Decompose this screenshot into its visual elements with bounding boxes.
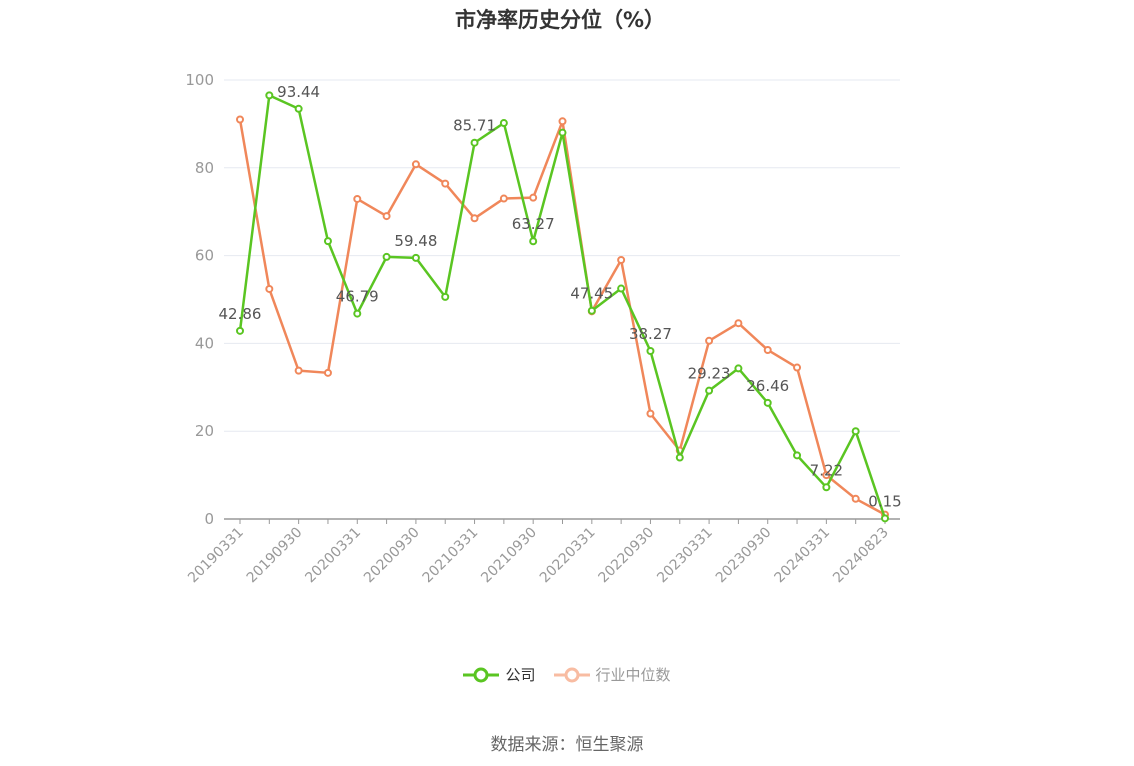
x-tick-label: 20240331 bbox=[771, 525, 833, 587]
industry-point[interactable] bbox=[793, 363, 802, 372]
series-lines bbox=[236, 91, 889, 523]
x-tick-label: 20220331 bbox=[537, 525, 599, 587]
company-point[interactable] bbox=[822, 483, 831, 492]
y-tick-label: 80 bbox=[195, 159, 214, 177]
y-tick-label: 0 bbox=[204, 510, 214, 528]
industry-point[interactable] bbox=[646, 409, 655, 418]
x-tick-label: 20190331 bbox=[185, 525, 247, 587]
industry-point[interactable] bbox=[382, 212, 391, 221]
x-tick-label: 20200331 bbox=[302, 525, 364, 587]
industry-point[interactable] bbox=[617, 255, 626, 264]
industry-point[interactable] bbox=[236, 115, 244, 124]
company-point[interactable] bbox=[499, 119, 508, 128]
data-label: 7.22 bbox=[810, 461, 843, 479]
industry-point[interactable] bbox=[763, 345, 772, 354]
x-tick-label: 20240823 bbox=[830, 525, 892, 587]
data-label: 26.46 bbox=[746, 377, 789, 395]
x-tick-label: 20230331 bbox=[654, 525, 716, 587]
y-tick-label: 60 bbox=[195, 247, 214, 265]
legend-label-company: 公司 bbox=[505, 666, 536, 684]
industry-point[interactable] bbox=[470, 214, 479, 223]
company-point[interactable] bbox=[763, 398, 772, 407]
industry-point[interactable] bbox=[734, 319, 743, 328]
legend-item-company[interactable]: 公司 bbox=[463, 664, 536, 685]
company-series-line bbox=[238, 94, 887, 519]
data-label: 93.44 bbox=[277, 83, 320, 101]
legend-item-industry[interactable]: 行业中位数 bbox=[553, 664, 671, 685]
grid-lines bbox=[224, 79, 900, 432]
x-tick-label: 20190930 bbox=[244, 525, 306, 587]
data-label: 63.27 bbox=[512, 215, 555, 233]
industry-point[interactable] bbox=[353, 194, 362, 203]
industry-series-line bbox=[238, 119, 886, 516]
industry-point[interactable] bbox=[265, 284, 274, 293]
company-point[interactable] bbox=[323, 237, 332, 246]
data-label: 0.15 bbox=[868, 492, 901, 510]
company-point[interactable] bbox=[353, 309, 362, 318]
x-tick-label: 20220930 bbox=[596, 525, 658, 587]
legend-line-circle-icon bbox=[553, 667, 590, 682]
company-point[interactable] bbox=[411, 253, 420, 262]
company-point[interactable] bbox=[675, 453, 684, 462]
industry-point[interactable] bbox=[323, 368, 332, 377]
data-label: 47.45 bbox=[570, 285, 613, 303]
industry-point[interactable] bbox=[558, 117, 567, 126]
y-axis-ticks: 0 20 40 60 80 100 bbox=[185, 71, 214, 528]
y-tick-label: 40 bbox=[195, 334, 214, 352]
company-point[interactable] bbox=[558, 128, 567, 137]
x-tick-label: 20210930 bbox=[478, 525, 540, 587]
industry-point[interactable] bbox=[851, 494, 860, 503]
y-tick-label: 100 bbox=[185, 71, 214, 89]
data-label: 59.48 bbox=[394, 232, 437, 250]
x-tick-label: 20200930 bbox=[361, 525, 423, 587]
company-point[interactable] bbox=[265, 91, 274, 100]
company-point[interactable] bbox=[441, 292, 450, 301]
data-labels: 42.86 93.44 46.79 59.48 85.71 63.27 47.45 38.27… bbox=[219, 83, 902, 511]
data-label: 46.79 bbox=[336, 288, 379, 306]
company-point[interactable] bbox=[851, 427, 860, 436]
legend: 公司 行业中位数 bbox=[0, 664, 1134, 685]
company-point[interactable] bbox=[587, 306, 596, 315]
company-point[interactable] bbox=[529, 237, 538, 246]
industry-point[interactable] bbox=[294, 366, 303, 375]
data-source: 数据来源：恒生聚源 bbox=[490, 735, 644, 755]
x-axis: 2019033120190930202003312020093020210331… bbox=[185, 518, 900, 587]
company-point[interactable] bbox=[294, 104, 303, 113]
industry-point[interactable] bbox=[499, 194, 508, 203]
company-point[interactable] bbox=[617, 284, 626, 293]
company-point[interactable] bbox=[793, 451, 802, 460]
company-point[interactable] bbox=[881, 514, 889, 523]
company-point[interactable] bbox=[734, 364, 743, 373]
company-point[interactable] bbox=[236, 326, 244, 335]
x-tick-label: 20230930 bbox=[713, 525, 775, 587]
data-label: 29.23 bbox=[688, 365, 731, 383]
industry-point[interactable] bbox=[822, 471, 831, 480]
industry-point[interactable] bbox=[529, 193, 538, 202]
y-tick-label: 20 bbox=[195, 422, 214, 440]
industry-point[interactable] bbox=[411, 160, 420, 169]
company-point[interactable] bbox=[646, 346, 655, 355]
data-label: 42.86 bbox=[219, 305, 262, 323]
company-point[interactable] bbox=[705, 386, 714, 395]
legend-label-industry: 行业中位数 bbox=[595, 666, 671, 684]
industry-point[interactable] bbox=[441, 179, 450, 188]
legend-line-circle-icon bbox=[463, 667, 500, 682]
company-point[interactable] bbox=[470, 138, 479, 147]
industry-point[interactable] bbox=[705, 336, 714, 345]
chart-title: 市净率历史分位（%） bbox=[454, 8, 666, 32]
data-label: 85.71 bbox=[453, 117, 496, 135]
data-label: 38.27 bbox=[629, 325, 672, 343]
company-point[interactable] bbox=[382, 252, 391, 261]
x-tick-label: 20210331 bbox=[420, 525, 482, 587]
